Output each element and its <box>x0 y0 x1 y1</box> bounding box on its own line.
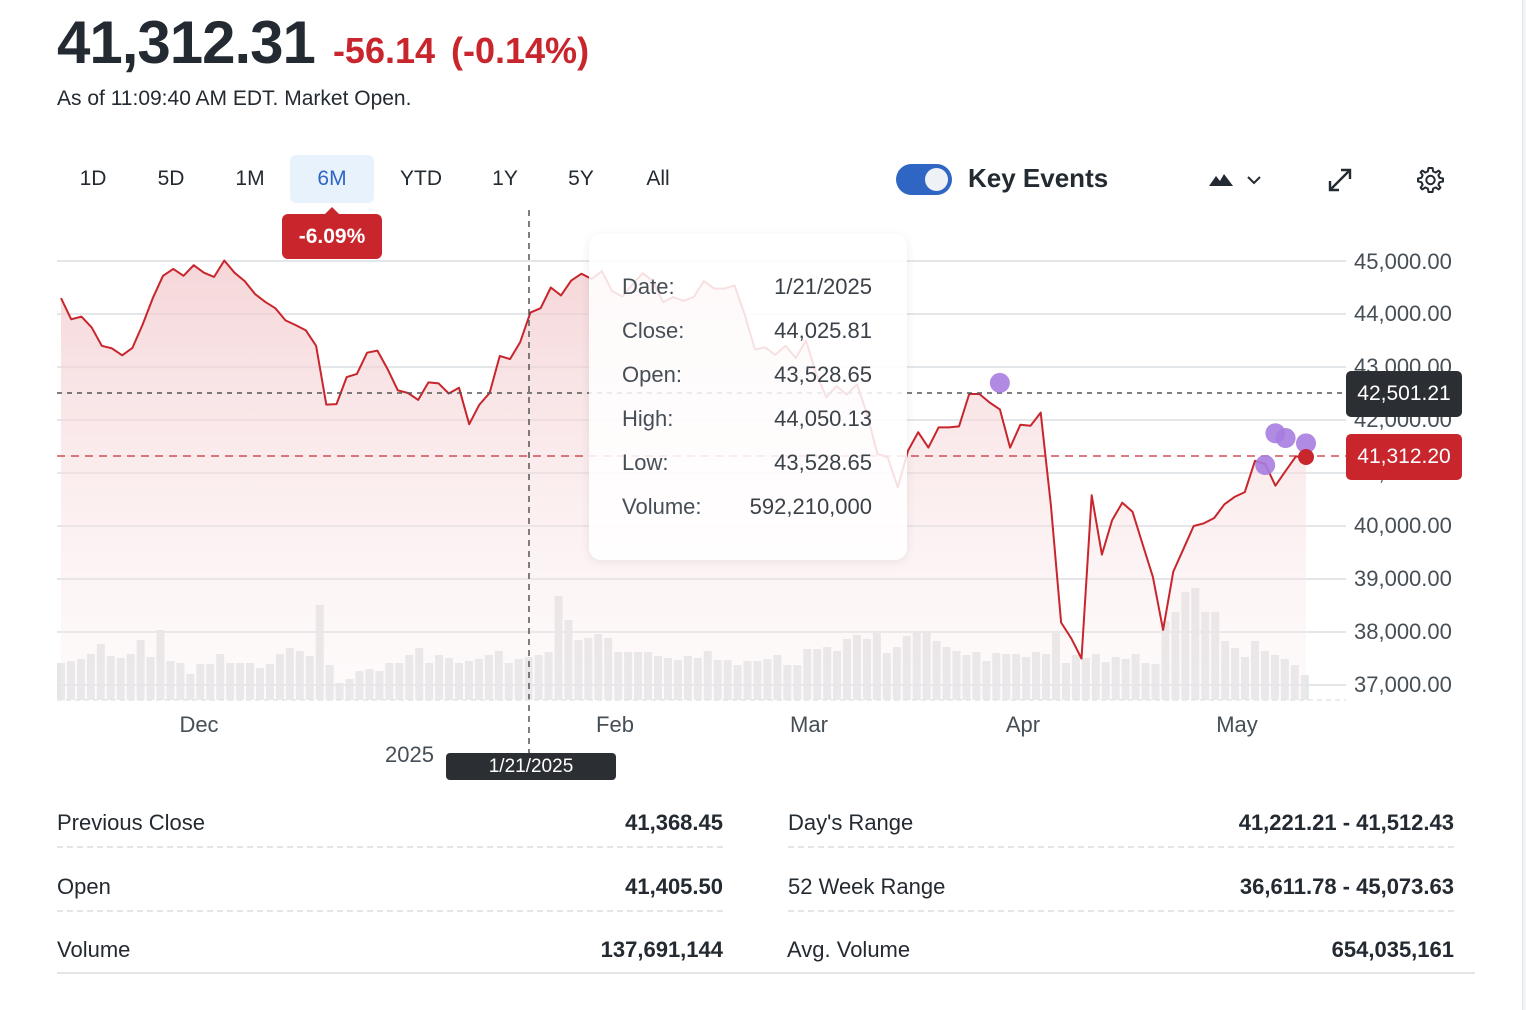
y-tick-label: 39,000.00 <box>1354 566 1452 591</box>
key-event-dot[interactable] <box>1275 428 1296 449</box>
tab-6m[interactable]: 6M <box>290 155 374 203</box>
y-tick-label: 40,000.00 <box>1354 513 1452 538</box>
stat-value: 41,221.21 - 41,512.43 <box>1238 810 1454 835</box>
stat-label: 52 Week Range <box>788 874 946 899</box>
stat-label: Day's Range <box>788 810 914 835</box>
stat-label: Avg. Volume <box>787 937 911 962</box>
hover-price-flag: 42,501.21 <box>1346 371 1462 417</box>
toggle-knob <box>925 168 948 191</box>
tab-1m[interactable]: 1M <box>235 167 265 190</box>
stat-volume: Volume 137,691,144 <box>57 928 787 974</box>
tab-1y[interactable]: 1Y <box>492 167 518 190</box>
tooltip-row-low: Low: 43,528.65 <box>622 450 872 476</box>
key-event-dot[interactable] <box>1296 433 1316 454</box>
stat-label: Open <box>57 874 111 899</box>
tooltip-label: Open: <box>622 362 682 387</box>
key-events-label: Key Events <box>968 163 1109 193</box>
y-tick-label: 45,000.00 <box>1354 249 1452 274</box>
chevron-down-icon <box>1247 176 1261 185</box>
stat-label: Previous Close <box>57 810 205 835</box>
tab-all[interactable]: All <box>646 167 670 190</box>
stat-previous-close: Previous Close 41,368.45 <box>57 800 723 848</box>
tab-1d[interactable]: 1D <box>79 167 107 190</box>
tooltip-row-volume: Volume: 592,210,000 <box>622 494 872 520</box>
tooltip-row-high: High: 44,050.13 <box>622 406 872 432</box>
y-tick-label: 38,000.00 <box>1354 619 1452 644</box>
y-tick-label: 44,000.00 <box>1354 301 1452 326</box>
key-event-dot[interactable] <box>989 372 1010 393</box>
gear-icon <box>1417 167 1444 193</box>
tooltip-value: 44,050.13 <box>774 406 872 431</box>
chart-settings-button[interactable] <box>1412 162 1448 198</box>
key-events-toggle[interactable] <box>896 164 952 195</box>
market-status: As of 11:09:40 AM EDT. Market Open. <box>57 87 412 110</box>
year-marker: 2025 <box>385 742 434 767</box>
tooltip-label: Date: <box>622 274 675 299</box>
price-change: -56.14 <box>332 30 436 71</box>
stat-value: 654,035,161 <box>1331 937 1454 962</box>
tooltip-value: 592,210,000 <box>749 494 872 519</box>
chart-type-dropdown[interactable] <box>1200 162 1270 198</box>
tooltip-value: 1/21/2025 <box>774 274 872 299</box>
current-price-dot <box>1298 449 1314 465</box>
tooltip-value: 43,528.65 <box>774 450 872 475</box>
tooltip-label: Close: <box>622 318 685 343</box>
tooltip-label: Low: <box>622 450 669 475</box>
stat-days-range: Day's Range 41,221.21 - 41,512.43 <box>788 800 1454 848</box>
stat-label: Volume <box>57 937 131 962</box>
x-tick-label: Apr <box>1005 712 1041 737</box>
stat-avg-volume: Avg. Volume 654,035,161 <box>787 928 1475 974</box>
tooltip-value: 44,025.81 <box>774 318 872 343</box>
key-events-markers[interactable] <box>989 372 1316 476</box>
expand-arrows-icon <box>1328 168 1352 192</box>
x-tick-label: May <box>1216 712 1258 737</box>
tab-5d[interactable]: 5D <box>157 167 185 190</box>
price-change-percent: (-0.14%) <box>451 30 590 71</box>
tooltip-row-open: Open: 43,528.65 <box>622 362 872 388</box>
chart-tooltip: Date: 1/21/2025 Close: 44,025.81 Open: 43,5… <box>589 234 907 560</box>
stat-value: 36,611.78 - 45,073.63 <box>1239 874 1454 899</box>
stat-value: 137,691,144 <box>600 937 723 962</box>
range-tabs: 1D 5D 1M 6M YTD 1Y 5Y All <box>57 155 696 203</box>
tooltip-row-close: Close: 44,025.81 <box>622 318 872 344</box>
mountain-area-icon <box>1209 174 1233 186</box>
current-price-flag: 41,312.20 <box>1346 434 1462 480</box>
tab-ytd[interactable]: YTD <box>400 167 442 190</box>
x-tick-label: Mar <box>790 712 828 737</box>
tooltip-value: 43,528.65 <box>774 362 872 387</box>
period-performance-badge: -6.09% <box>282 207 382 259</box>
expand-chart-button[interactable] <box>1322 162 1358 198</box>
y-tick-label: 37,000.00 <box>1354 672 1452 697</box>
x-tick-label: Feb <box>596 712 634 737</box>
tooltip-row-date: Date: 1/21/2025 <box>622 274 872 300</box>
page-scrollbar-edge <box>1522 0 1526 1010</box>
stat-value: 41,368.45 <box>625 810 723 835</box>
stat-52-week-range: 52 Week Range 36,611.78 - 45,073.63 <box>788 864 1454 912</box>
stat-open: Open 41,405.50 <box>57 864 723 912</box>
stat-value: 41,405.50 <box>625 874 723 899</box>
current-price: 41,312.31 <box>57 9 316 76</box>
tab-5y[interactable]: 5Y <box>568 167 594 190</box>
key-event-dot[interactable] <box>1255 455 1276 476</box>
x-tick-label: Dec <box>179 712 219 737</box>
crosshair-date-flag: 1/21/2025 <box>446 753 616 780</box>
tooltip-label: High: <box>622 406 674 431</box>
tooltip-label: Volume: <box>622 494 702 519</box>
quote-header: 41,312.31 -56.14 (-0.14%) <box>57 8 589 77</box>
